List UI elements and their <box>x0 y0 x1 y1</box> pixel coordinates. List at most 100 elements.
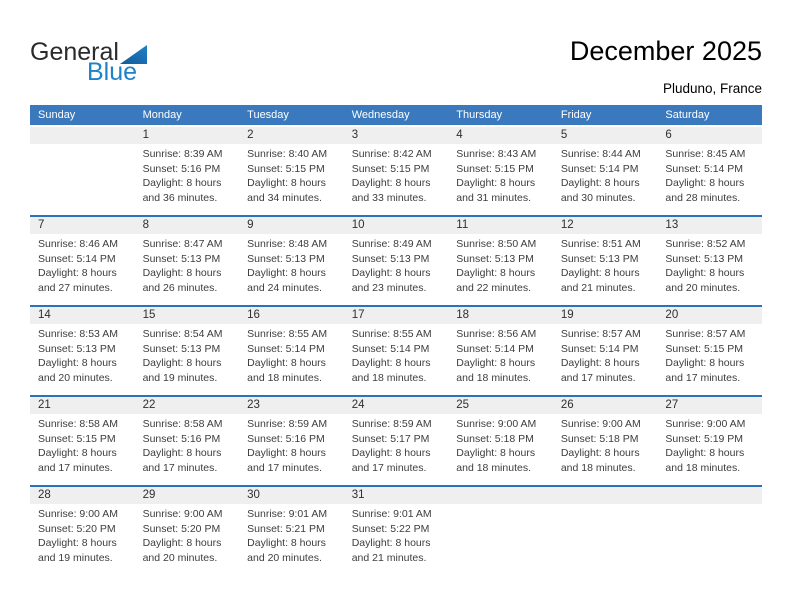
day-daylight-line2: and 21 minutes. <box>560 281 636 294</box>
week-details-row: Sunrise: 9:00 AM Sunset: 5:20 PM Daylight:… <box>30 504 762 575</box>
day-daylight-line2: and 33 minutes. <box>351 191 427 204</box>
day-sunset: Sunset: 5:13 PM <box>665 252 744 265</box>
day-daylight-line2: and 17 minutes. <box>351 461 427 474</box>
day-number: 26 <box>560 399 574 411</box>
day-number: 23 <box>247 399 260 411</box>
day-sunrise: Sunrise: 8:58 AM <box>142 418 223 430</box>
day-sunrise: Sunrise: 9:00 AM <box>142 508 223 520</box>
day-daylight-line2: and 20 minutes. <box>142 551 218 564</box>
day-sunset: Sunset: 5:14 PM <box>351 342 430 355</box>
day-sunrise: Sunrise: 8:50 AM <box>456 238 537 250</box>
day-sunset: Sunset: 5:20 PM <box>38 522 116 535</box>
day-daylight-line1: Daylight: 8 hours <box>38 357 117 369</box>
day-sunrise: Sunrise: 8:57 AM <box>665 328 746 340</box>
day-sunset: Sunset: 5:15 PM <box>247 162 325 175</box>
day-sunrise: Sunrise: 8:46 AM <box>38 238 118 250</box>
day-daylight-line1: Daylight: 8 hours <box>247 267 326 279</box>
day-cell: Sunrise: 8:57 AM Sunset: 5:14 PM Daylight:… <box>553 324 658 385</box>
day-number: 2 <box>247 129 254 141</box>
day-daylight-line2: and 18 minutes. <box>665 461 741 474</box>
day-of-week-header: Sunday Monday Tuesday Wednesday Thursday… <box>30 105 762 125</box>
day-cell: Sunrise: 8:58 AM Sunset: 5:16 PM Daylight:… <box>135 414 240 475</box>
day-sunrise: Sunrise: 9:01 AM <box>247 508 328 520</box>
day-daylight-line2: and 31 minutes. <box>456 191 531 204</box>
day-daylight-line2: and 18 minutes. <box>560 461 636 474</box>
day-daylight-line2: and 30 minutes. <box>560 191 636 204</box>
day-cell: Sunrise: 8:53 AM Sunset: 5:13 PM Daylight:… <box>30 324 135 385</box>
day-daylight-line1: Daylight: 8 hours <box>456 177 536 189</box>
day-number: 9 <box>247 219 254 231</box>
day-number: 7 <box>38 219 45 231</box>
day-cell: Sunrise: 9:00 AM Sunset: 5:19 PM Daylight:… <box>657 414 762 475</box>
day-daylight-line1: Daylight: 8 hours <box>142 357 222 369</box>
day-sunset: Sunset: 5:14 PM <box>38 252 116 265</box>
day-daylight-line2: and 17 minutes. <box>38 461 113 474</box>
general-blue-logo: General Blue <box>30 40 147 85</box>
day-number: 1 <box>142 129 149 141</box>
day-daylight-line1: Daylight: 8 hours <box>247 357 326 369</box>
day-daylight-line2: and 20 minutes. <box>38 371 113 384</box>
day-number <box>553 487 658 504</box>
day-daylight-line2: and 17 minutes. <box>560 371 636 384</box>
day-daylight-line2: and 17 minutes. <box>665 371 741 384</box>
day-sunrise: Sunrise: 8:55 AM <box>247 328 328 340</box>
day-cell: Sunrise: 9:00 AM Sunset: 5:18 PM Daylight:… <box>448 414 553 475</box>
day-number: 8 <box>142 219 149 231</box>
page-subtitle: Pluduno, France <box>662 81 762 96</box>
calendar-table: Sunday Monday Tuesday Wednesday Thursday… <box>30 105 762 575</box>
day-daylight-line1: Daylight: 8 hours <box>38 267 117 279</box>
day-daylight-line2: and 34 minutes. <box>247 191 322 204</box>
day-sunset: Sunset: 5:13 PM <box>38 342 116 355</box>
day-number: 31 <box>351 489 365 501</box>
day-number: 22 <box>142 399 156 411</box>
day-daylight-line1: Daylight: 8 hours <box>38 447 117 459</box>
day-cell: Sunrise: 8:56 AM Sunset: 5:14 PM Daylight:… <box>448 324 553 385</box>
day-daylight-line1: Daylight: 8 hours <box>665 447 745 459</box>
day-sunset: Sunset: 5:16 PM <box>142 432 221 445</box>
day-number: 19 <box>560 309 574 321</box>
day-cell: Sunrise: 8:40 AM Sunset: 5:15 PM Daylight:… <box>239 144 344 205</box>
day-daylight-line2: and 26 minutes. <box>142 281 218 294</box>
day-daylight-line1: Daylight: 8 hours <box>247 177 326 189</box>
day-daylight-line2: and 23 minutes. <box>351 281 427 294</box>
title-block: December 2025 Pluduno, France <box>570 36 762 96</box>
day-cell: Sunrise: 8:50 AM Sunset: 5:13 PM Daylight:… <box>448 234 553 295</box>
day-sunrise: Sunrise: 8:42 AM <box>351 148 432 160</box>
day-daylight-line2: and 36 minutes. <box>142 191 218 204</box>
day-daylight-line1: Daylight: 8 hours <box>142 267 222 279</box>
day-cell: Sunrise: 8:59 AM Sunset: 5:17 PM Daylight:… <box>344 414 449 475</box>
week-number-band: 14 15 16 17 18 19 20 <box>30 307 762 324</box>
day-sunset: Sunset: 5:19 PM <box>665 432 744 445</box>
day-daylight-line1: Daylight: 8 hours <box>38 537 117 549</box>
day-cell: Sunrise: 9:01 AM Sunset: 5:21 PM Daylight:… <box>239 504 344 565</box>
day-sunset: Sunset: 5:13 PM <box>560 252 639 265</box>
day-cell: Sunrise: 8:55 AM Sunset: 5:14 PM Daylight:… <box>239 324 344 385</box>
day-daylight-line1: Daylight: 8 hours <box>560 357 640 369</box>
day-sunrise: Sunrise: 8:58 AM <box>38 418 118 430</box>
day-sunset: Sunset: 5:13 PM <box>456 252 534 265</box>
day-sunset: Sunset: 5:14 PM <box>560 162 639 175</box>
day-cell: Sunrise: 8:44 AM Sunset: 5:14 PM Daylight:… <box>553 144 658 205</box>
day-cell <box>553 504 658 565</box>
calendar-weeks: 1 2 3 4 5 6 Sunrise: 8:39 AM Sunset: 5:16 PM Day… <box>30 125 762 575</box>
day-daylight-line1: Daylight: 8 hours <box>456 357 536 369</box>
day-daylight-line2: and 27 minutes. <box>38 281 113 294</box>
day-sunset: Sunset: 5:13 PM <box>142 342 221 355</box>
day-sunset: Sunset: 5:15 PM <box>351 162 430 175</box>
day-sunrise: Sunrise: 8:51 AM <box>560 238 641 250</box>
day-cell <box>448 504 553 565</box>
day-cell: Sunrise: 8:39 AM Sunset: 5:16 PM Daylight:… <box>135 144 240 205</box>
day-daylight-line2: and 21 minutes. <box>351 551 427 564</box>
dow-friday: Friday <box>560 109 592 121</box>
logo-text-blue: Blue <box>87 58 138 86</box>
day-number: 29 <box>142 489 156 501</box>
day-sunset: Sunset: 5:14 PM <box>665 162 744 175</box>
day-sunrise: Sunrise: 8:59 AM <box>247 418 328 430</box>
day-sunset: Sunset: 5:14 PM <box>247 342 325 355</box>
day-cell <box>30 144 135 205</box>
day-sunrise: Sunrise: 8:54 AM <box>142 328 223 340</box>
day-cell: Sunrise: 8:46 AM Sunset: 5:14 PM Daylight:… <box>30 234 135 295</box>
day-number: 6 <box>665 129 672 141</box>
day-daylight-line1: Daylight: 8 hours <box>560 447 640 459</box>
